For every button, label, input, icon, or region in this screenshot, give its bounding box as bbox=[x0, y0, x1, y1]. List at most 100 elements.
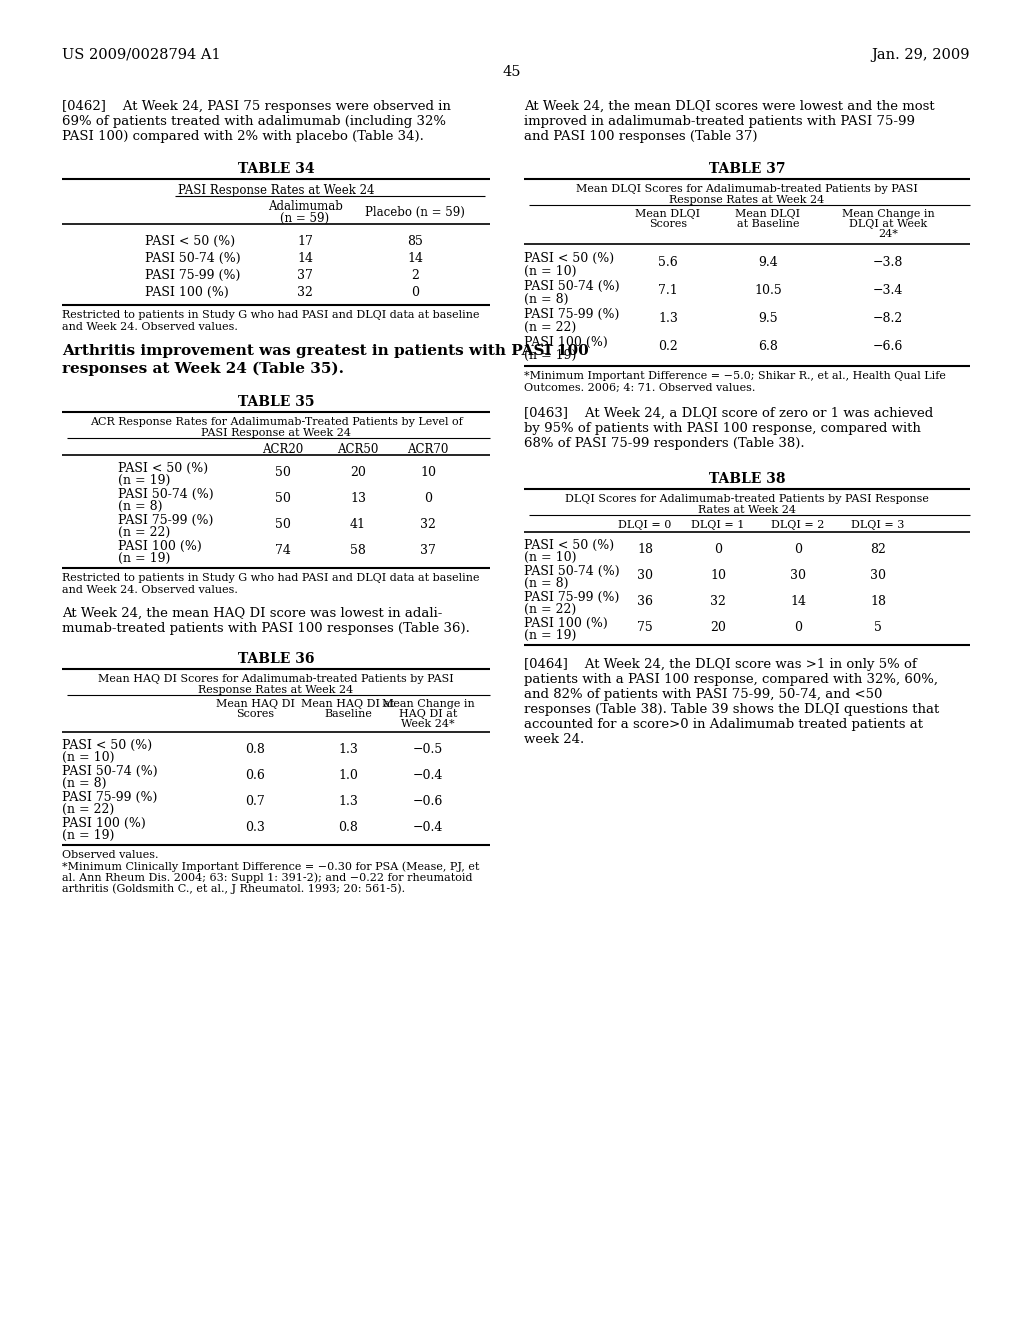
Text: Mean Change in: Mean Change in bbox=[382, 700, 474, 709]
Text: PASI 75-99 (%): PASI 75-99 (%) bbox=[62, 791, 158, 804]
Text: 58: 58 bbox=[350, 544, 366, 557]
Text: *Minimum Important Difference = −5.0; Shikar R., et al., Health Qual Life: *Minimum Important Difference = −5.0; Sh… bbox=[524, 371, 946, 381]
Text: TABLE 35: TABLE 35 bbox=[238, 395, 314, 409]
Text: (n = 8): (n = 8) bbox=[524, 293, 568, 306]
Text: Mean HAQ DI: Mean HAQ DI bbox=[215, 700, 295, 709]
Text: 85: 85 bbox=[408, 235, 423, 248]
Text: and Week 24. Observed values.: and Week 24. Observed values. bbox=[62, 322, 238, 333]
Text: 6.8: 6.8 bbox=[758, 341, 778, 352]
Text: TABLE 34: TABLE 34 bbox=[238, 162, 314, 176]
Text: 41: 41 bbox=[350, 517, 366, 531]
Text: 32: 32 bbox=[710, 595, 726, 609]
Text: 37: 37 bbox=[297, 269, 313, 282]
Text: 0: 0 bbox=[794, 620, 802, 634]
Text: (n = 10): (n = 10) bbox=[62, 751, 115, 764]
Text: −6.6: −6.6 bbox=[872, 341, 903, 352]
Text: mumab-treated patients with PASI 100 responses (Table 36).: mumab-treated patients with PASI 100 res… bbox=[62, 622, 470, 635]
Text: US 2009/0028794 A1: US 2009/0028794 A1 bbox=[62, 48, 220, 62]
Text: PASI 50-74 (%): PASI 50-74 (%) bbox=[524, 565, 620, 578]
Text: PASI 100 (%): PASI 100 (%) bbox=[145, 286, 228, 300]
Text: PASI 100 (%): PASI 100 (%) bbox=[118, 540, 202, 553]
Text: −0.4: −0.4 bbox=[413, 821, 443, 834]
Text: At Week 24, the mean HAQ DI score was lowest in adali-: At Week 24, the mean HAQ DI score was lo… bbox=[62, 607, 442, 620]
Text: 18: 18 bbox=[637, 543, 653, 556]
Text: 17: 17 bbox=[297, 235, 313, 248]
Text: 30: 30 bbox=[870, 569, 886, 582]
Text: TABLE 36: TABLE 36 bbox=[238, 652, 314, 667]
Text: PASI < 50 (%): PASI < 50 (%) bbox=[62, 739, 153, 752]
Text: 32: 32 bbox=[297, 286, 313, 300]
Text: 37: 37 bbox=[420, 544, 436, 557]
Text: 7.1: 7.1 bbox=[658, 284, 678, 297]
Text: 14: 14 bbox=[407, 252, 423, 265]
Text: Mean HAQ DI Scores for Adalimumab-treated Patients by PASI: Mean HAQ DI Scores for Adalimumab-treate… bbox=[98, 675, 454, 684]
Text: 50: 50 bbox=[275, 466, 291, 479]
Text: [0463]    At Week 24, a DLQI score of zero or 1 was achieved: [0463] At Week 24, a DLQI score of zero … bbox=[524, 407, 933, 420]
Text: 0: 0 bbox=[714, 543, 722, 556]
Text: responses (Table 38). Table 39 shows the DLQI questions that: responses (Table 38). Table 39 shows the… bbox=[524, 704, 939, 715]
Text: [0462]    At Week 24, PASI 75 responses were observed in: [0462] At Week 24, PASI 75 responses wer… bbox=[62, 100, 451, 114]
Text: −3.4: −3.4 bbox=[872, 284, 903, 297]
Text: 50: 50 bbox=[275, 517, 291, 531]
Text: PASI 75-99 (%): PASI 75-99 (%) bbox=[118, 513, 213, 527]
Text: Rates at Week 24: Rates at Week 24 bbox=[698, 506, 796, 515]
Text: Baseline: Baseline bbox=[324, 709, 372, 719]
Text: Mean HAQ DI at: Mean HAQ DI at bbox=[301, 700, 395, 709]
Text: 1.3: 1.3 bbox=[338, 795, 358, 808]
Text: 0.7: 0.7 bbox=[245, 795, 265, 808]
Text: improved in adalimumab-treated patients with PASI 75-99: improved in adalimumab-treated patients … bbox=[524, 115, 915, 128]
Text: ACR50: ACR50 bbox=[337, 444, 379, 455]
Text: 20: 20 bbox=[350, 466, 366, 479]
Text: 14: 14 bbox=[297, 252, 313, 265]
Text: 1.3: 1.3 bbox=[338, 743, 358, 756]
Text: 1.0: 1.0 bbox=[338, 770, 358, 781]
Text: 36: 36 bbox=[637, 595, 653, 609]
Text: 74: 74 bbox=[275, 544, 291, 557]
Text: ACR70: ACR70 bbox=[408, 444, 449, 455]
Text: 10.5: 10.5 bbox=[754, 284, 782, 297]
Text: and 82% of patients with PASI 75-99, 50-74, and <50: and 82% of patients with PASI 75-99, 50-… bbox=[524, 688, 883, 701]
Text: 30: 30 bbox=[790, 569, 806, 582]
Text: PASI 50-74 (%): PASI 50-74 (%) bbox=[62, 766, 158, 777]
Text: Scores: Scores bbox=[649, 219, 687, 228]
Text: (n = 8): (n = 8) bbox=[118, 500, 163, 513]
Text: PASI Response at Week 24: PASI Response at Week 24 bbox=[201, 428, 351, 438]
Text: HAQ DI at: HAQ DI at bbox=[398, 709, 457, 719]
Text: PASI 100 (%): PASI 100 (%) bbox=[62, 817, 145, 830]
Text: DLQI = 3: DLQI = 3 bbox=[851, 520, 904, 531]
Text: arthritis (Goldsmith C., et al., J Rheumatol. 1993; 20: 561-5).: arthritis (Goldsmith C., et al., J Rheum… bbox=[62, 883, 406, 894]
Text: (n = 22): (n = 22) bbox=[524, 321, 577, 334]
Text: 18: 18 bbox=[870, 595, 886, 609]
Text: (n = 8): (n = 8) bbox=[524, 577, 568, 590]
Text: Restricted to patients in Study G who had PASI and DLQI data at baseline: Restricted to patients in Study G who ha… bbox=[62, 310, 479, 319]
Text: −0.6: −0.6 bbox=[413, 795, 443, 808]
Text: 0: 0 bbox=[794, 543, 802, 556]
Text: 9.5: 9.5 bbox=[758, 312, 778, 325]
Text: 24*: 24* bbox=[878, 228, 898, 239]
Text: (n = 59): (n = 59) bbox=[281, 213, 330, 224]
Text: PASI 75-99 (%): PASI 75-99 (%) bbox=[524, 591, 620, 605]
Text: 45: 45 bbox=[503, 65, 521, 79]
Text: PASI < 50 (%): PASI < 50 (%) bbox=[118, 462, 208, 475]
Text: PASI 75-99 (%): PASI 75-99 (%) bbox=[145, 269, 241, 282]
Text: Mean DLQI: Mean DLQI bbox=[735, 209, 801, 219]
Text: Week 24*: Week 24* bbox=[401, 719, 455, 729]
Text: 68% of PASI 75-99 responders (Table 38).: 68% of PASI 75-99 responders (Table 38). bbox=[524, 437, 805, 450]
Text: at Baseline: at Baseline bbox=[736, 219, 800, 228]
Text: At Week 24, the mean DLQI scores were lowest and the most: At Week 24, the mean DLQI scores were lo… bbox=[524, 100, 935, 114]
Text: Response Rates at Week 24: Response Rates at Week 24 bbox=[670, 195, 824, 205]
Text: DLQI at Week: DLQI at Week bbox=[849, 219, 927, 228]
Text: 0.3: 0.3 bbox=[245, 821, 265, 834]
Text: 10: 10 bbox=[710, 569, 726, 582]
Text: TABLE 37: TABLE 37 bbox=[709, 162, 785, 176]
Text: (n = 19): (n = 19) bbox=[62, 829, 115, 842]
Text: Restricted to patients in Study G who had PASI and DLQI data at baseline: Restricted to patients in Study G who ha… bbox=[62, 573, 479, 583]
Text: DLQI = 1: DLQI = 1 bbox=[691, 520, 744, 531]
Text: (n = 22): (n = 22) bbox=[62, 803, 115, 816]
Text: (n = 19): (n = 19) bbox=[524, 630, 577, 642]
Text: Placebo (n = 59): Placebo (n = 59) bbox=[366, 206, 465, 219]
Text: 50: 50 bbox=[275, 492, 291, 506]
Text: al. Ann Rheum Dis. 2004; 63: Suppl 1: 391-2); and −0.22 for rheumatoid: al. Ann Rheum Dis. 2004; 63: Suppl 1: 39… bbox=[62, 873, 472, 883]
Text: (n = 22): (n = 22) bbox=[118, 525, 170, 539]
Text: −0.4: −0.4 bbox=[413, 770, 443, 781]
